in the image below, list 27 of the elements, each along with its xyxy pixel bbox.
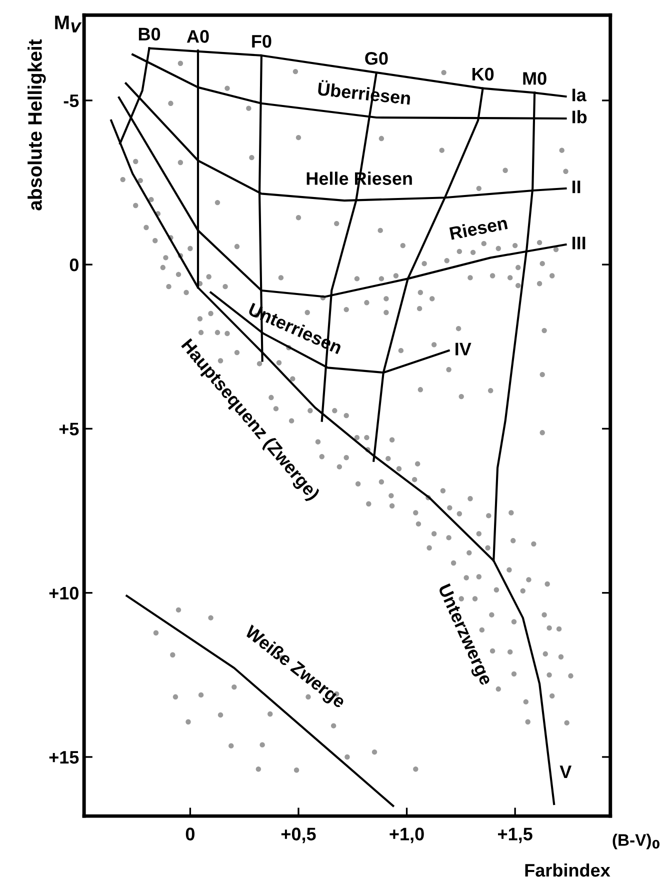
series-label: IV: [456, 342, 472, 356]
text: M$_{V}$: [55, 16, 82, 32]
series-label: III: [572, 236, 586, 250]
legend-label: Ia: [572, 88, 586, 102]
annotation: Überriesen: [318, 80, 411, 105]
series-label: A0: [186, 30, 209, 43]
series-label: F0: [252, 34, 272, 48]
series-label: G0: [365, 52, 388, 65]
series-label: M0: [523, 72, 546, 85]
text: (B-V)$_{0}$: [612, 834, 660, 850]
y-tick-label: +10: [49, 586, 78, 600]
y-tick-label: +5: [59, 422, 79, 436]
x-tick-label: +0,5: [281, 828, 316, 844]
x-tick-label: 0: [186, 828, 194, 840]
annotation: Riesen: [449, 216, 508, 240]
series-label: V: [560, 766, 572, 778]
y-tick-label: 0: [70, 258, 78, 272]
series-label: II: [572, 180, 580, 194]
x-tick-label: +1,5: [498, 828, 532, 844]
y-tick-label: -5: [64, 94, 79, 108]
x-tick-label: +1,0: [390, 828, 424, 844]
series-label: K0: [472, 68, 494, 81]
series-label: Ib: [572, 110, 587, 124]
x-axis-title: Farbindex: [525, 863, 610, 877]
y-tick-label: +15: [49, 751, 79, 764]
y-axis-title: absolute Helligkeit: [28, 39, 46, 210]
series-label: B0: [138, 28, 160, 41]
